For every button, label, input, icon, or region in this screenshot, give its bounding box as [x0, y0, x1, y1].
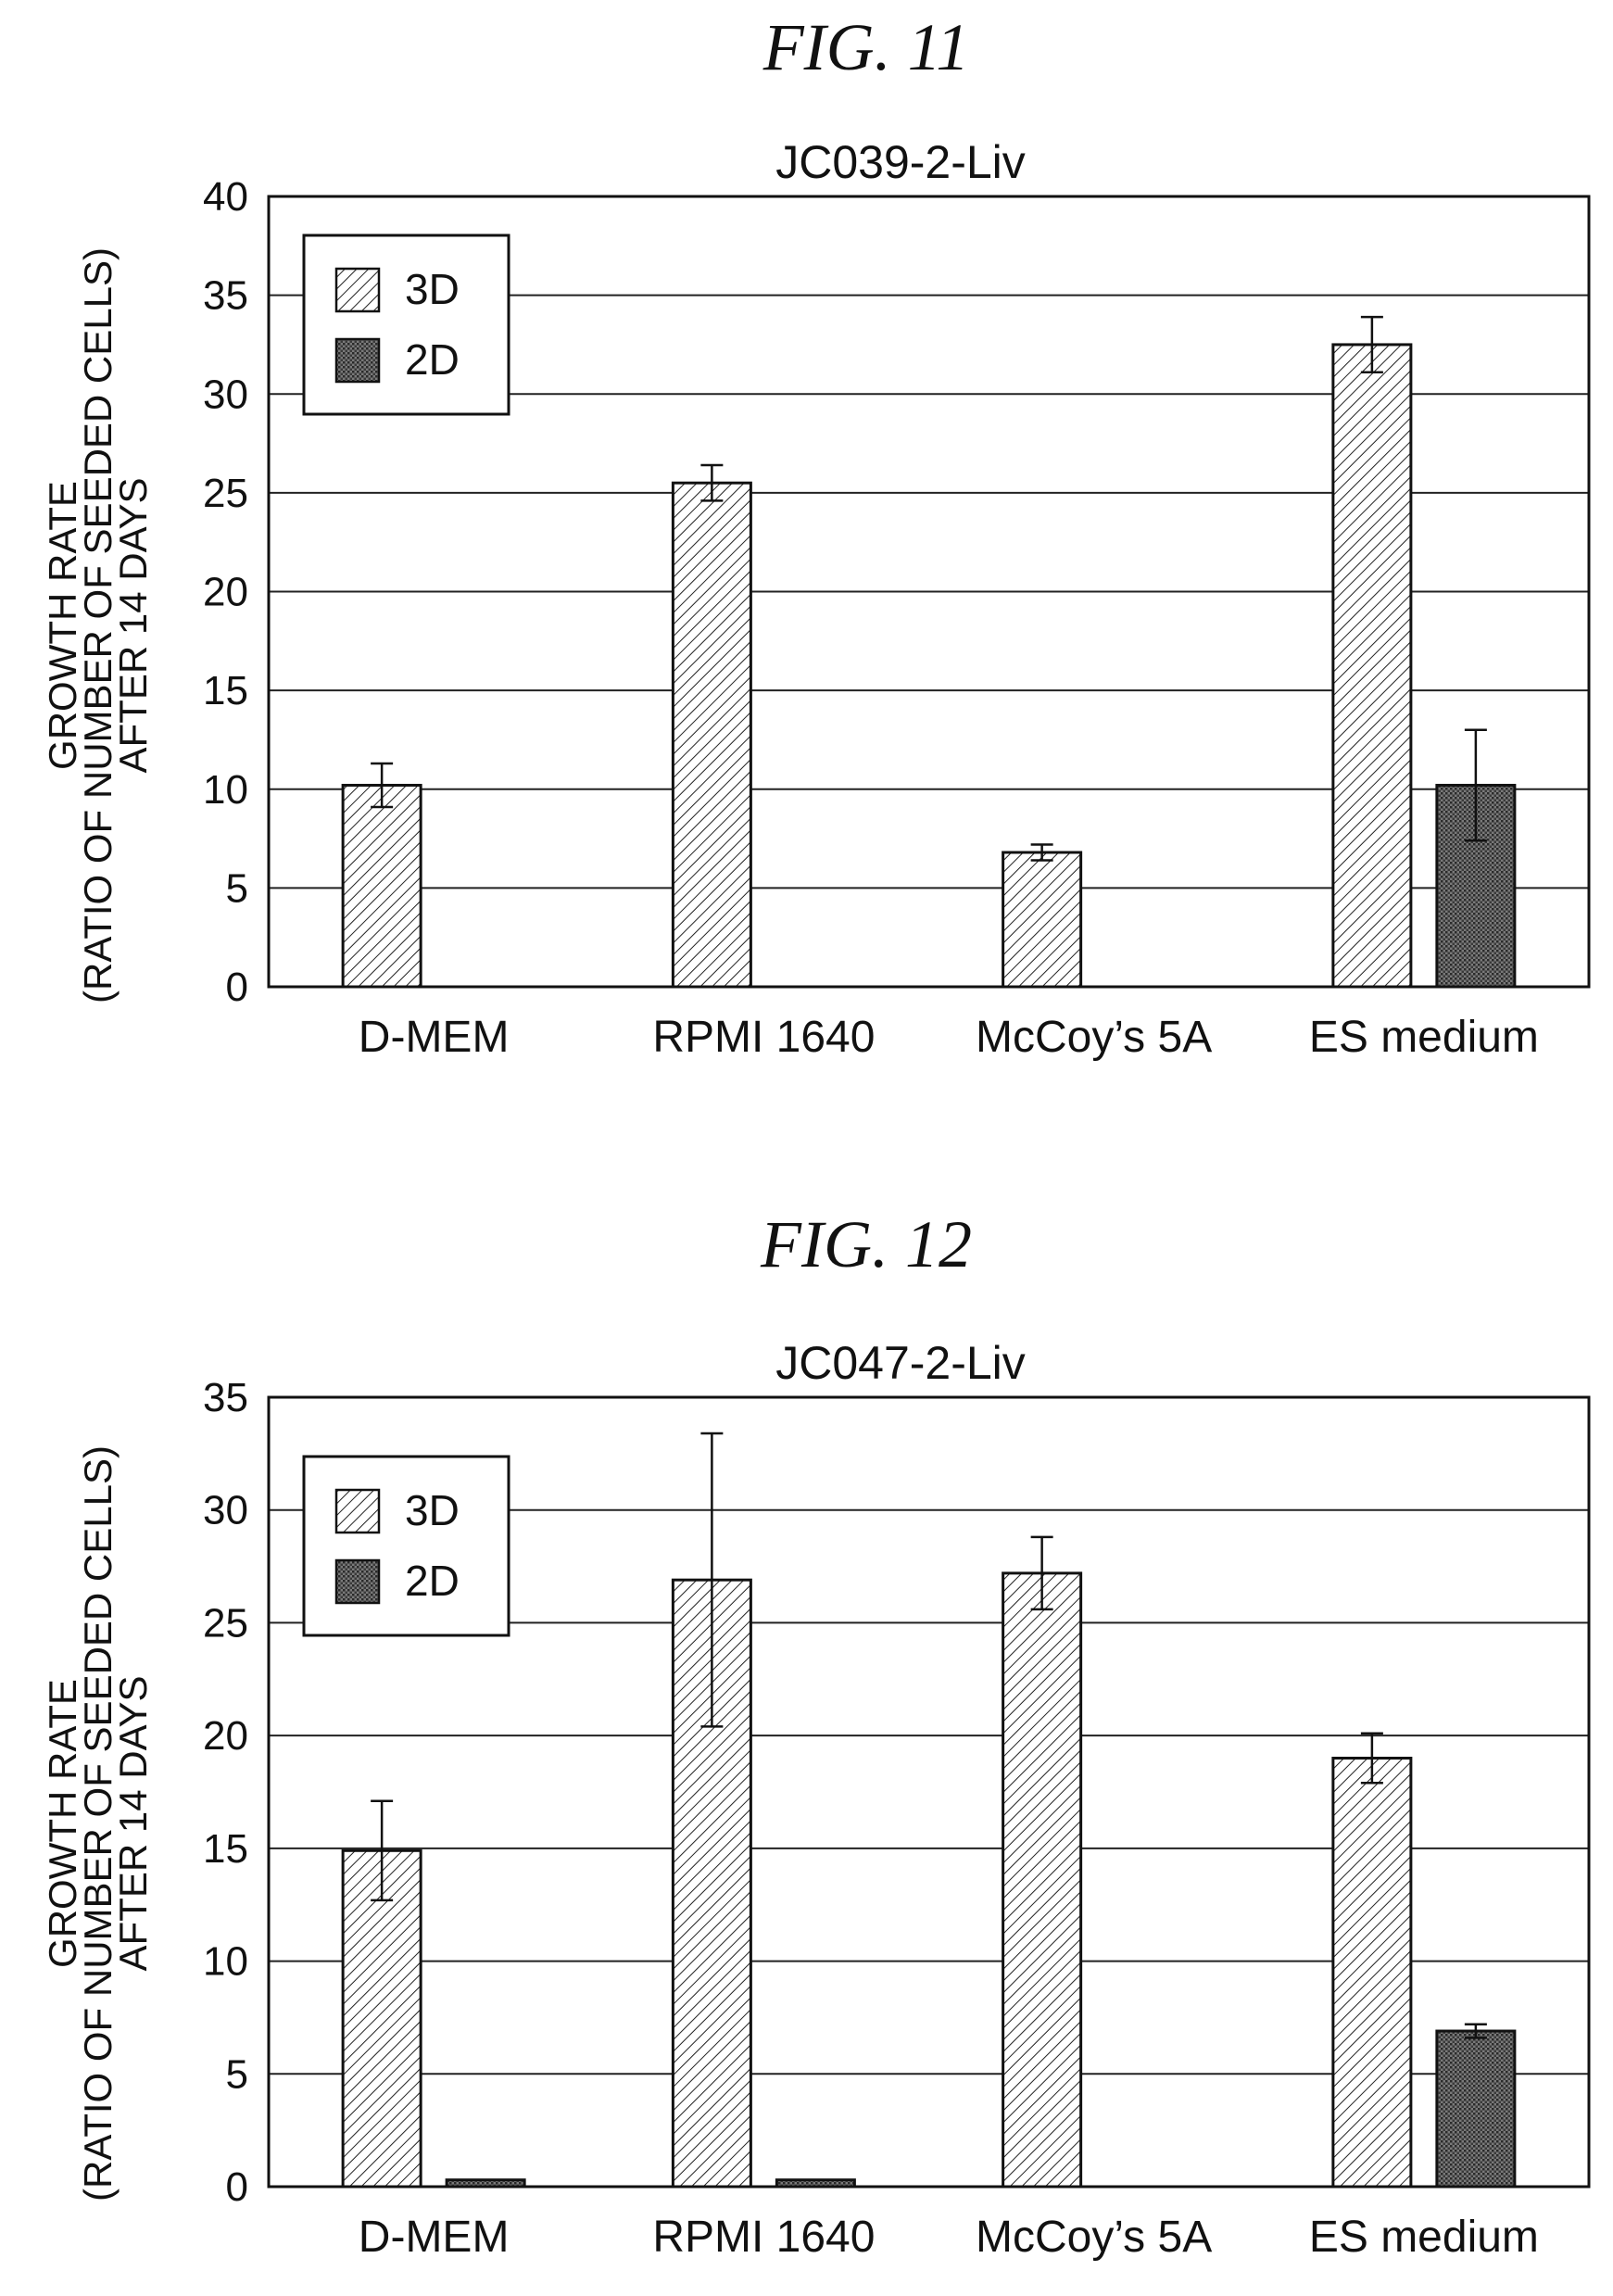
legend-swatch-2d — [334, 337, 381, 384]
legend-swatch-3d — [334, 1488, 381, 1534]
y-tick-label: 30 — [203, 1488, 248, 1533]
chart-title: JC039-2-Liv — [775, 136, 1026, 188]
x-tick-label: D-MEM — [359, 1013, 510, 1062]
legend-label-3d: 3D — [405, 265, 460, 313]
figure-12: FIG. 12 JC047-2-Liv GROWTH RATE (RATIO O… — [41, 1207, 1591, 2262]
figure-label: FIG. 11 — [762, 10, 970, 84]
legend-label-3d: 3D — [405, 1486, 460, 1534]
legend-swatch-2d — [334, 1558, 381, 1605]
y-tick-label: 35 — [203, 1375, 248, 1420]
x-tick-label: RPMI 1640 — [652, 2213, 875, 2262]
y-tick-label: 35 — [203, 273, 248, 319]
bar-3d — [341, 783, 422, 989]
y-tick-label: 40 — [203, 174, 248, 220]
legend-box — [302, 1455, 510, 1637]
y-tick-label: 20 — [203, 570, 248, 615]
y-tick-label: 20 — [203, 1713, 248, 1759]
bar-3d — [341, 1848, 422, 2189]
x-tick-label: McCoy’s 5A — [976, 2213, 1212, 2262]
y-tick-label: 25 — [203, 471, 248, 516]
figure-label: FIG. 12 — [760, 1207, 972, 1281]
x-tick-label: ES medium — [1309, 1013, 1539, 1062]
bar-2d — [1435, 2029, 1517, 2189]
y-tick-label: 5 — [226, 2051, 248, 2097]
legend-box — [302, 233, 510, 416]
y-tick-label: 15 — [203, 1826, 248, 1872]
x-tick-label: D-MEM — [359, 2213, 510, 2262]
plot-frame — [267, 195, 1591, 989]
bar-2d — [775, 2178, 856, 2189]
y-tick-label: 30 — [203, 372, 248, 417]
bar-3d — [1331, 1756, 1413, 2189]
legend-label-2d: 2D — [405, 1557, 460, 1605]
y-axis-label-line-3: AFTER 14 DAYS — [111, 478, 155, 774]
legend: 3D 2D — [302, 1455, 510, 1637]
y-tick-label: 0 — [226, 2164, 248, 2210]
x-tick-label: McCoy’s 5A — [976, 1013, 1212, 1062]
x-tick-label: RPMI 1640 — [652, 1013, 875, 1062]
figure-11: FIG. 11 JC039-2-Liv GROWTH RATE (RATIO O… — [41, 10, 1591, 1062]
y-tick-label: 5 — [226, 865, 248, 911]
plot-area: 0 5 10 15 20 25 30 35 40 D-MEM RPMI 1640 McCoy’s 5A… — [203, 174, 1591, 1062]
x-tick-label: ES medium — [1309, 2213, 1539, 2262]
y-axis-label-line-1: GROWTH RATE — [41, 481, 84, 770]
y-axis-label-line-2: (RATIO OF NUMBER OF SEEDED CELLS) — [76, 1445, 120, 2201]
legend: 3D 2D — [302, 233, 510, 416]
y-axis-label: GROWTH RATE (RATIO OF NUMBER OF SEEDED C… — [41, 247, 155, 1003]
y-axis-label-line-3: AFTER 14 DAYS — [111, 1676, 155, 1972]
y-tick-label: 25 — [203, 1600, 248, 1646]
y-tick-label: 0 — [226, 965, 248, 1010]
y-tick-label: 10 — [203, 1939, 248, 1985]
bar-2d — [445, 2178, 526, 2189]
y-axis-label: GROWTH RATE (RATIO OF NUMBER OF SEEDED C… — [41, 1445, 155, 2201]
y-tick-label: 10 — [203, 767, 248, 813]
y-axis-label-line-1: GROWTH RATE — [41, 1679, 84, 1968]
bar-3d — [1331, 343, 1413, 989]
bar-3d — [1002, 1571, 1083, 2189]
legend-label-2d: 2D — [405, 335, 460, 384]
y-tick-label: 15 — [203, 668, 248, 713]
chart-title: JC047-2-Liv — [775, 1337, 1026, 1389]
legend-swatch-3d — [334, 267, 381, 313]
plot-frame — [267, 1395, 1591, 2189]
y-axis-label-line-2: (RATIO OF NUMBER OF SEEDED CELLS) — [76, 247, 120, 1003]
bar-3d — [1002, 851, 1083, 989]
bar-3d — [671, 481, 752, 989]
